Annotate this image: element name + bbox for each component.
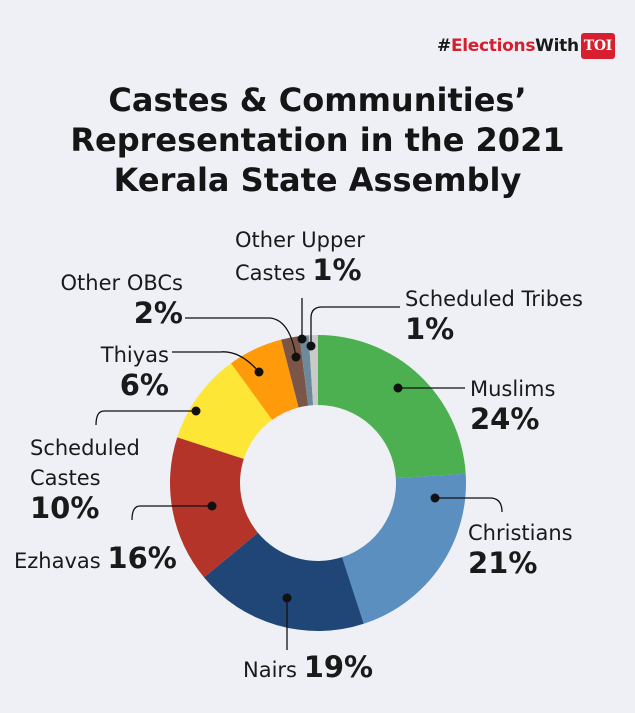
slice-christians (342, 473, 466, 624)
slice-scheduled-tribes (308, 335, 318, 406)
leader-dot-scheduled-castes (191, 406, 201, 416)
label-muslims: Muslims 24% (470, 377, 556, 436)
leader-dot-nairs (282, 593, 292, 603)
slice-muslims (318, 335, 466, 479)
leader-line-thiyas (172, 351, 260, 373)
logo-elections: Elections (450, 36, 536, 56)
leader-dot-other-obcs (291, 352, 301, 362)
leader-line-scheduled-tribes (310, 306, 400, 346)
label-scheduled-tribes: Scheduled Tribes 1% (405, 287, 583, 346)
leader-line-other-obcs (185, 317, 297, 358)
title-line-3: Kerala State Assembly (113, 161, 522, 199)
chart-title: Castes & Communities’ Representation in … (0, 80, 635, 200)
elections-with-toi-logo: # Elections With TOI (437, 33, 616, 59)
label-other-upper-castes: Other Upper Castes 1% (235, 228, 365, 287)
leader-line-christians (435, 497, 503, 513)
label-christians: Christians 21% (468, 521, 573, 580)
label-thiyas: Thiyas 6% (100, 343, 169, 402)
leader-dot-scheduled-tribes (306, 341, 316, 351)
logo-with: With (535, 36, 579, 56)
leader-line-scheduled-castes (95, 410, 196, 426)
label-other-obcs: Other OBCs 2% (60, 271, 183, 330)
leader-dot-christians (430, 493, 440, 503)
slice-scheduled-castes (177, 363, 273, 459)
leader-dot-muslims (393, 383, 403, 393)
slice-nairs (203, 532, 364, 631)
leader-dot-thiyas (254, 367, 264, 377)
leader-dot-other-upper-castes (297, 334, 307, 344)
title-line-2: Representation in the 2021 (70, 121, 565, 159)
label-ezhavas: Ezhavas 16% (14, 541, 177, 575)
toi-badge: TOI (580, 33, 616, 59)
title-line-1: Castes & Communities’ (108, 81, 527, 119)
leader-line-ezhavas (131, 505, 212, 521)
slice-thiyas (231, 339, 299, 420)
slice-other-obcs (281, 336, 309, 408)
leader-dot-ezhavas (207, 501, 217, 511)
slice-other-upper-castes (299, 335, 314, 406)
hashtag: # (437, 36, 451, 56)
label-scheduled-castes: Scheduled Castes 10% (30, 436, 140, 525)
label-nairs: Nairs 19% (243, 650, 374, 684)
